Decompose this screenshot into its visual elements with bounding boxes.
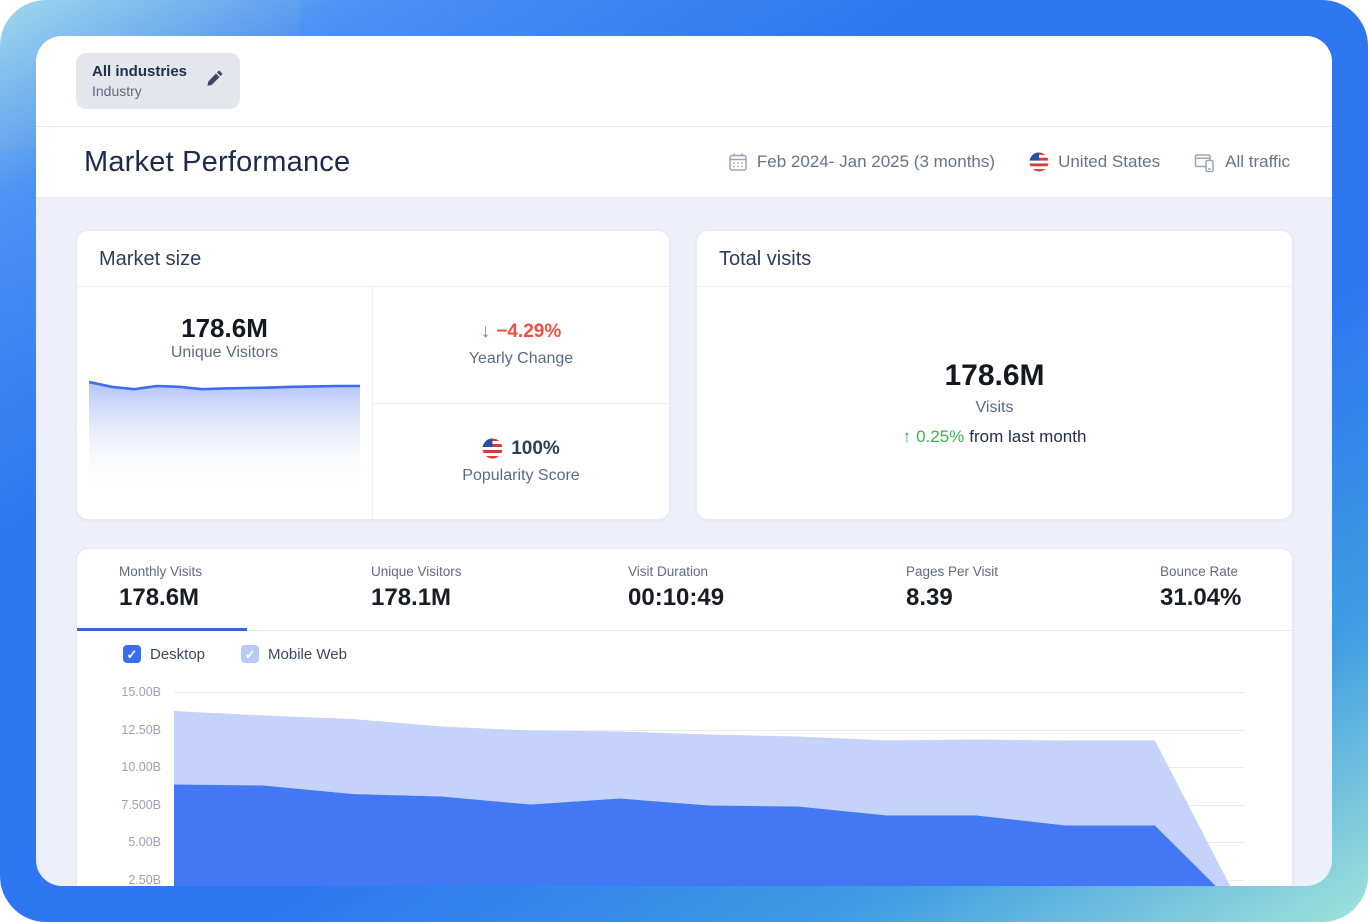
down-arrow-icon: ↓ — [480, 321, 491, 343]
checkbox-checked-icon[interactable]: ✓ — [123, 645, 141, 663]
metric-value: 178.1M — [371, 584, 452, 611]
total-visits-title: Total visits — [719, 248, 812, 270]
metric-label: Unique Visitors — [371, 564, 462, 579]
content-area: Market size 178.6M Unique Visitors — [36, 198, 1332, 886]
date-range-text: Feb 2024- Jan 2025 (3 months) — [756, 152, 996, 171]
market-size-card: Market size 178.6M Unique Visitors — [76, 230, 670, 520]
y-axis-tick-label: 15.00B — [121, 685, 161, 699]
total-visits-card: Total visits 178.6M Visits ↑ 0.25% from … — [696, 230, 1293, 520]
metric-tabs-row: Monthly Visits 178.6M Unique Visitors 17… — [77, 549, 1292, 631]
y-axis-tick-label: 2.50B — [128, 872, 161, 887]
yearly-change-label: Yearly Change — [468, 350, 574, 368]
gridline — [174, 692, 1244, 693]
dashboard-page: All industries Industry Market Performan… — [36, 36, 1332, 886]
devices-icon — [1194, 153, 1214, 172]
total-visits-title-row: Total visits — [697, 231, 1292, 287]
legend-mobile-web-label: Mobile Web — [268, 645, 347, 663]
metric-label: Monthly Visits — [119, 564, 203, 579]
checkbox-checked-icon[interactable]: ✓ — [241, 645, 260, 663]
page-header: Market Performance Feb 2024- Jan 2025 (3… — [36, 127, 1332, 198]
traffic-text: All traffic — [1225, 152, 1290, 171]
up-arrow-icon: ↑ — [902, 427, 912, 446]
chart-legend: ✓ Desktop ✓ Mobile Web — [77, 631, 1292, 677]
pencil-icon[interactable] — [205, 69, 224, 93]
country-text: United States — [1058, 152, 1161, 171]
popularity-score-label: Popularity Score — [462, 466, 580, 484]
tab-monthly-visits[interactable]: Monthly Visits 178.6M — [119, 564, 371, 630]
legend-mobile-web-checkbox[interactable]: ✓ Mobile Web — [241, 645, 347, 663]
traffic-type-picker[interactable]: All traffic — [1194, 152, 1290, 173]
total-visits-value: 178.6M — [944, 359, 1045, 392]
top-bar: All industries Industry — [36, 36, 1332, 127]
popularity-score-value: 100% — [511, 437, 560, 459]
summary-cards-row: Market size 178.6M Unique Visitors — [76, 230, 1293, 520]
page-title: Market Performance — [84, 145, 351, 178]
calendar-icon — [729, 153, 747, 171]
yearly-change-value: −4.29% — [496, 321, 562, 343]
legend-desktop-label: Desktop — [150, 645, 206, 663]
metric-label: Bounce Rate — [1160, 564, 1239, 579]
popularity-score-cell: 100% Popularity Score — [373, 402, 669, 520]
y-axis-tick-label: 7.500B — [121, 797, 161, 812]
chart-plot-area — [174, 711, 1231, 886]
market-size-title-row: Market size — [77, 231, 669, 287]
tab-bounce-rate[interactable]: Bounce Rate 31.04% — [1160, 564, 1292, 630]
country-picker[interactable]: United States — [1029, 152, 1160, 172]
tab-unique-visitors[interactable]: Unique Visitors 178.1M — [371, 564, 628, 630]
unique-visitors-label: Unique Visitors — [170, 344, 279, 361]
date-range-picker[interactable]: Feb 2024- Jan 2025 (3 months) — [728, 152, 995, 172]
tab-visit-duration[interactable]: Visit Duration 00:10:49 — [628, 564, 906, 630]
stacked-area-chart: 15.00B 12.50B 10.00B 7.500B 5.00B 2.50B — [121, 685, 1244, 886]
y-axis-tick-label: 5.00B — [128, 835, 161, 849]
header-filters: Feb 2024- Jan 2025 (3 months) United Sta… — [728, 152, 1290, 173]
traffic-metrics-card: Monthly Visits 178.6M Unique Visitors 17… — [76, 548, 1293, 886]
y-axis-tick-label: 12.50B — [121, 722, 161, 737]
us-flag-icon — [482, 438, 503, 459]
metric-value: 00:10:49 — [628, 584, 725, 611]
industry-label: Industry — [92, 82, 142, 99]
gridline — [174, 729, 1244, 731]
industry-selector-chip[interactable]: All industries Industry — [76, 53, 241, 109]
unique-visitors-value: 178.6M — [181, 313, 268, 343]
visits-change-value: 0.25% — [916, 427, 965, 446]
tab-pages-per-visit[interactable]: Pages Per Visit 8.39 — [906, 564, 1160, 630]
us-flag-icon — [1029, 152, 1049, 172]
yearly-change-cell: ↓ −4.29% Yearly Change — [373, 287, 669, 403]
unique-visitors-sparkline — [89, 376, 360, 515]
legend-desktop-checkbox[interactable]: ✓ Desktop — [123, 645, 205, 663]
metric-value: 8.39 — [906, 584, 953, 611]
market-size-title: Market size — [99, 248, 202, 270]
industry-value: All industries — [92, 63, 188, 81]
metric-value: 31.04% — [1160, 584, 1242, 611]
visits-change-note: from last month — [969, 427, 1087, 446]
total-visits-label: Visits — [975, 399, 1014, 416]
metric-label: Visit Duration — [628, 564, 709, 579]
unique-visitors-cell: 178.6M Unique Visitors — [77, 287, 373, 519]
total-visits-body: 178.6M Visits ↑ 0.25% from last month — [697, 287, 1292, 519]
y-axis-tick-label: 10.00B — [121, 760, 161, 774]
selected-tab-indicator — [77, 628, 247, 631]
metric-label: Pages Per Visit — [906, 564, 999, 579]
metric-value: 178.6M — [119, 584, 200, 611]
